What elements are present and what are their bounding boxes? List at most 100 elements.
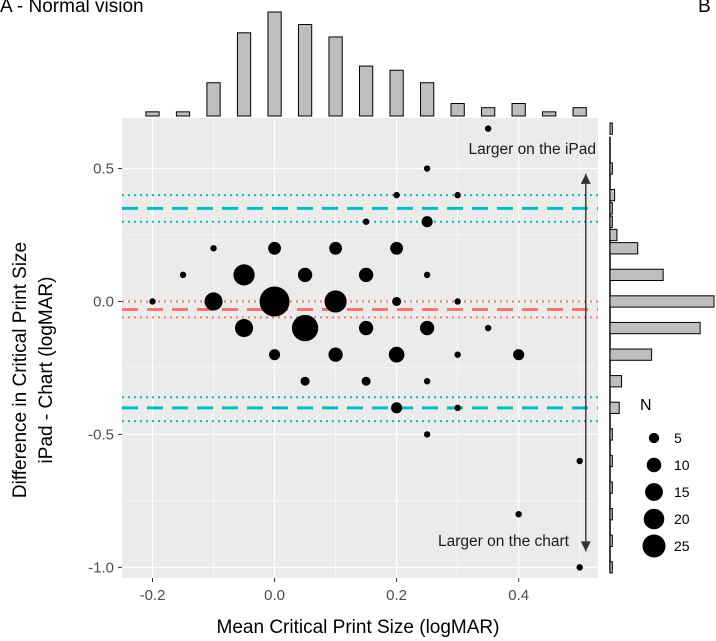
- x-histogram-bar: [236, 32, 252, 117]
- y-tick-label: -1.0: [88, 559, 114, 576]
- data-point: [233, 264, 255, 286]
- x-histogram-bar: [389, 69, 404, 117]
- y-histogram-bar: [609, 534, 613, 547]
- data-point: [454, 404, 461, 412]
- data-point: [423, 431, 431, 438]
- direction-arrows: [580, 173, 591, 552]
- legend-swatch: [645, 483, 663, 501]
- x-histogram-bar: [542, 111, 557, 117]
- legend-title: N: [640, 397, 652, 414]
- data-point: [259, 286, 290, 317]
- legend-swatch: [646, 457, 662, 473]
- data-point: [358, 267, 374, 283]
- y-histogram-bar: [609, 428, 613, 441]
- data-point: [388, 346, 405, 363]
- x-histogram-bar: [511, 103, 526, 117]
- data-point: [329, 241, 342, 255]
- y-histogram-bar: [609, 162, 613, 175]
- data-point: [513, 349, 525, 361]
- y-tick-label: 0.0: [93, 293, 114, 310]
- x-axis-title: Mean Critical Print Size (logMAR): [217, 617, 500, 638]
- y-histogram-bar: [609, 188, 616, 202]
- legend-swatch: [643, 508, 665, 530]
- legend: N 5 10 15 20 25: [640, 397, 690, 558]
- legend-swatch: [648, 432, 660, 444]
- data-point: [204, 292, 223, 311]
- y-histogram-bar: [609, 268, 664, 282]
- panel-label-a: A - Normal vision: [0, 0, 144, 17]
- annotation-bottom: Larger on the chart: [438, 533, 570, 550]
- scatter-points: [149, 125, 583, 571]
- y-marginal-histogram: [609, 122, 715, 574]
- data-point: [297, 267, 313, 283]
- y-histogram-bar: [609, 481, 613, 494]
- x-tick-label: -0.2: [140, 587, 166, 604]
- data-point: [484, 125, 492, 132]
- data-point: [576, 457, 583, 465]
- data-point: [361, 376, 371, 386]
- x-histogram-bar: [145, 111, 160, 117]
- x-histogram-bar: [175, 111, 191, 117]
- data-point: [179, 271, 187, 279]
- annotation-top: Larger on the iPad: [468, 141, 596, 158]
- data-point: [358, 320, 374, 336]
- legend-label: 15: [674, 484, 690, 500]
- x-histogram-bar: [572, 107, 587, 117]
- panel-label-b: B: [698, 0, 711, 17]
- y-histogram-bar: [609, 561, 613, 574]
- y-histogram-bar: [609, 228, 618, 242]
- y-histogram-bar: [609, 215, 613, 228]
- data-point: [421, 216, 433, 228]
- data-point: [454, 351, 461, 358]
- y-tick-label: -0.5: [88, 426, 114, 443]
- y-histogram-bar: [609, 508, 613, 521]
- x-tick-label: 0.4: [508, 587, 529, 604]
- y-histogram-bar: [609, 454, 613, 468]
- y-histogram-bar: [609, 375, 623, 388]
- data-point: [419, 320, 435, 336]
- data-point: [423, 165, 431, 172]
- data-point: [210, 245, 217, 252]
- y-histogram-bar: [609, 348, 653, 361]
- x-histogram-bar: [481, 107, 496, 117]
- data-point: [149, 298, 156, 305]
- y-histogram-bar: [609, 202, 613, 215]
- x-histogram-bar: [328, 36, 343, 117]
- data-point: [515, 510, 522, 518]
- data-point: [484, 324, 492, 332]
- data-point: [392, 296, 402, 306]
- arrow-up-head: [580, 173, 591, 184]
- data-point: [423, 271, 431, 279]
- x-tick-labels: -0.2 0.0 0.2 0.4: [140, 578, 529, 604]
- x-histogram-bar: [450, 103, 465, 117]
- data-point: [235, 319, 254, 338]
- legend-label: 20: [674, 511, 690, 527]
- legend-swatch: [642, 534, 666, 558]
- legend-label: 25: [674, 538, 690, 554]
- x-histogram-bar: [358, 65, 374, 117]
- data-point: [390, 241, 404, 255]
- reference-lines: [122, 194, 598, 423]
- data-point: [268, 241, 281, 255]
- y-axis-title-line-1: Difference in Critical Print Size: [10, 242, 31, 498]
- legend-label: 5: [674, 430, 682, 446]
- data-point: [362, 218, 370, 225]
- data-point: [391, 402, 403, 414]
- data-point: [393, 191, 400, 199]
- arrow-down-head: [580, 541, 591, 552]
- data-point: [454, 191, 461, 199]
- data-point: [300, 376, 310, 386]
- x-marginal-histogram: [145, 11, 587, 117]
- x-tick-label: 0.2: [386, 587, 407, 604]
- data-point: [324, 290, 347, 313]
- y-histogram-bar: [609, 321, 701, 335]
- y-histogram-bar: [609, 122, 613, 135]
- data-point: [576, 564, 583, 571]
- y-tick-label: 0.5: [93, 161, 114, 178]
- legend-label: 10: [674, 457, 690, 473]
- y-histogram-bar: [609, 295, 715, 308]
- y-axis-title-line-2: iPad - Chart (logMAR): [36, 277, 57, 464]
- data-point: [423, 378, 431, 385]
- x-histogram-bar: [420, 82, 435, 117]
- plot-panel: [122, 118, 598, 578]
